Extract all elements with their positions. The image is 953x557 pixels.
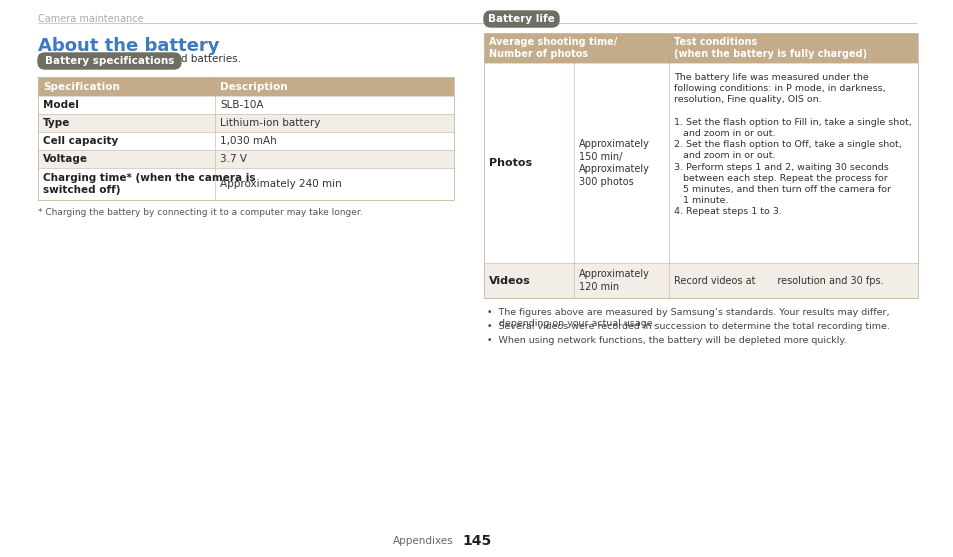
Text: 5 minutes, and then turn off the camera for: 5 minutes, and then turn off the camera … (673, 185, 890, 194)
Text: Voltage: Voltage (43, 154, 88, 164)
Text: Average shooting time/
Number of photos: Average shooting time/ Number of photos (489, 37, 617, 59)
Text: following conditions: in P mode, in darkness,: following conditions: in P mode, in dark… (673, 84, 884, 93)
Text: 2. Set the flash option to Off, take a single shot,: 2. Set the flash option to Off, take a s… (673, 140, 901, 149)
Text: between each step. Repeat the process for: between each step. Repeat the process fo… (673, 174, 887, 183)
Text: Battery specifications: Battery specifications (45, 56, 174, 66)
Text: Use only Samsung-approved batteries.: Use only Samsung-approved batteries. (38, 54, 241, 64)
Text: Model: Model (43, 100, 79, 110)
Text: Lithium-ion battery: Lithium-ion battery (220, 118, 320, 128)
Text: 3.7 V: 3.7 V (220, 154, 247, 164)
Text: Appendixes: Appendixes (393, 536, 454, 546)
Text: Description: Description (220, 81, 287, 91)
Text: •  When using network functions, the battery will be depleted more quickly.: • When using network functions, the batt… (486, 336, 845, 345)
Bar (483, 63, 917, 263)
Text: * Charging the battery by connecting it to a computer may take longer.: * Charging the battery by connecting it … (38, 208, 362, 217)
Bar (38, 77, 454, 96)
Text: Charging time* (when the camera is
switched off): Charging time* (when the camera is switc… (43, 173, 255, 195)
Bar (38, 150, 454, 168)
Bar (38, 77, 454, 200)
Text: Record videos at       resolution and 30 fps.: Record videos at resolution and 30 fps. (673, 276, 882, 286)
Text: 1. Set the flash option to Fill in, take a single shot,: 1. Set the flash option to Fill in, take… (673, 118, 911, 127)
Text: Cell capacity: Cell capacity (43, 136, 118, 146)
Text: Specification: Specification (43, 81, 120, 91)
Text: 1 minute.: 1 minute. (673, 196, 728, 205)
Text: Battery life: Battery life (488, 14, 555, 24)
Bar (483, 33, 917, 298)
Bar (483, 263, 917, 298)
Bar (38, 96, 454, 114)
Text: Approximately
120 min: Approximately 120 min (578, 269, 649, 292)
Bar (38, 168, 454, 200)
Text: Test conditions
(when the battery is fully charged): Test conditions (when the battery is ful… (673, 37, 866, 59)
Text: SLB-10A: SLB-10A (220, 100, 263, 110)
Text: The battery life was measured under the: The battery life was measured under the (673, 73, 868, 82)
FancyBboxPatch shape (483, 11, 558, 27)
Bar (38, 132, 454, 150)
Text: Approximately 240 min: Approximately 240 min (220, 179, 341, 189)
Bar (38, 114, 454, 132)
Text: 1,030 mAh: 1,030 mAh (220, 136, 276, 146)
Text: and zoom in or out.: and zoom in or out. (673, 129, 775, 138)
Text: and zoom in or out.: and zoom in or out. (673, 152, 775, 160)
Text: 145: 145 (461, 534, 491, 548)
Text: Videos: Videos (489, 276, 530, 286)
Text: resolution, Fine quality, OIS on.: resolution, Fine quality, OIS on. (673, 95, 821, 104)
FancyBboxPatch shape (38, 53, 181, 69)
Text: 4. Repeat steps 1 to 3.: 4. Repeat steps 1 to 3. (673, 207, 781, 217)
Bar (483, 33, 917, 63)
Text: Type: Type (43, 118, 71, 128)
Text: •  The figures above are measured by Samsung’s standards. Your results may diffe: • The figures above are measured by Sams… (486, 308, 888, 328)
Text: Camera maintenance: Camera maintenance (38, 14, 144, 24)
Text: Approximately
150 min/
Approximately
300 photos: Approximately 150 min/ Approximately 300… (578, 139, 649, 187)
Text: Photos: Photos (489, 158, 532, 168)
Text: 3. Perform steps 1 and 2, waiting 30 seconds: 3. Perform steps 1 and 2, waiting 30 sec… (673, 163, 888, 172)
Text: •  Several videos were recorded in succession to determine the total recording t: • Several videos were recorded in succes… (486, 322, 889, 331)
Text: About the battery: About the battery (38, 37, 219, 55)
